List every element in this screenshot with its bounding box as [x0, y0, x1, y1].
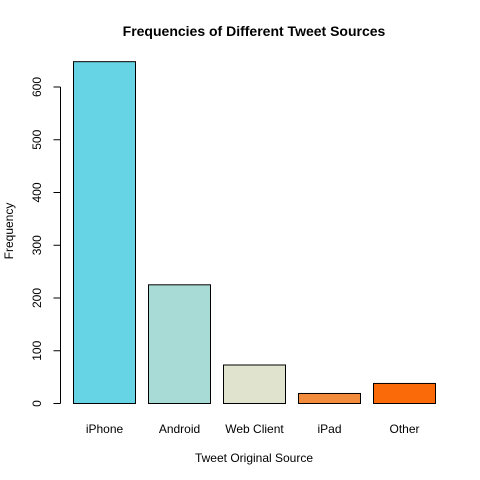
x-tick-labels: iPhone Android Web Client iPad Other [86, 422, 420, 436]
bar-ipad [298, 392, 361, 405]
x-tick-label: Android [159, 422, 200, 436]
y-tick-label: 100 [30, 340, 44, 360]
x-tick-label: Web Client [225, 422, 284, 436]
bar-iphone [73, 61, 136, 405]
x-tick-label: Other [389, 422, 419, 436]
y-tick-label: 200 [30, 288, 44, 308]
y-tick-label: 600 [30, 77, 44, 97]
bar-android [148, 284, 211, 404]
bar-web-client [223, 364, 286, 404]
y-tick-label: 300 [30, 235, 44, 255]
bars-group [73, 61, 436, 405]
x-tick-label: iPad [317, 422, 341, 436]
bar-other [373, 382, 436, 404]
x-axis-label: Tweet Original Source [195, 451, 313, 465]
y-tick-label: 400 [30, 182, 44, 202]
y-tick-label: 500 [30, 129, 44, 149]
y-tick-label: 0 [30, 400, 44, 407]
y-axis: 0 100 200 300 400 500 600 [30, 77, 61, 407]
x-tick-label: iPhone [86, 422, 124, 436]
chart-title: Frequencies of Different Tweet Sources [123, 23, 386, 39]
y-axis-label: Frequency [2, 203, 16, 260]
